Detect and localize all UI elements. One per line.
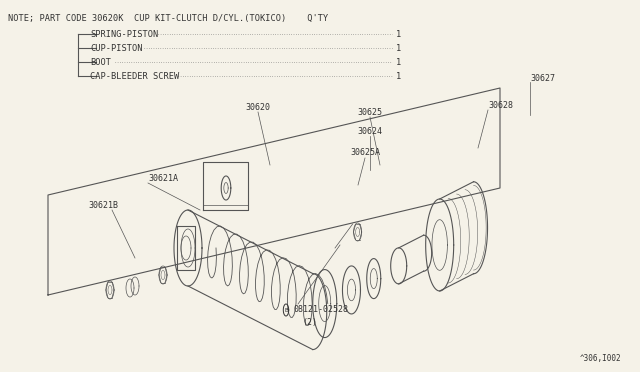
Text: B: B <box>284 308 288 312</box>
Text: 1: 1 <box>396 71 401 80</box>
Text: CAP-BLEEDER SCREW: CAP-BLEEDER SCREW <box>90 71 179 80</box>
Text: 1: 1 <box>396 29 401 38</box>
Text: 30624: 30624 <box>358 126 383 135</box>
Text: 30621B: 30621B <box>88 201 118 209</box>
Text: 30628: 30628 <box>488 100 513 109</box>
Text: 30625A: 30625A <box>350 148 380 157</box>
Text: 08121-02528: 08121-02528 <box>294 305 349 314</box>
Text: CUP-PISTON: CUP-PISTON <box>90 44 143 52</box>
Text: (2): (2) <box>303 318 317 327</box>
Text: 30627: 30627 <box>530 74 555 83</box>
Text: 30625: 30625 <box>358 108 383 116</box>
Text: SPRING-PISTON: SPRING-PISTON <box>90 29 158 38</box>
Text: BOOT: BOOT <box>90 58 111 67</box>
Text: 30621A: 30621A <box>148 173 178 183</box>
Text: NOTE; PART CODE 30620K  CUP KIT-CLUTCH D/CYL.(TOKICO)    Q'TY: NOTE; PART CODE 30620K CUP KIT-CLUTCH D/… <box>8 14 328 23</box>
Text: 1: 1 <box>396 44 401 52</box>
Text: 30620: 30620 <box>246 103 271 112</box>
Text: 1: 1 <box>396 58 401 67</box>
Text: ^306,I002: ^306,I002 <box>580 353 621 362</box>
